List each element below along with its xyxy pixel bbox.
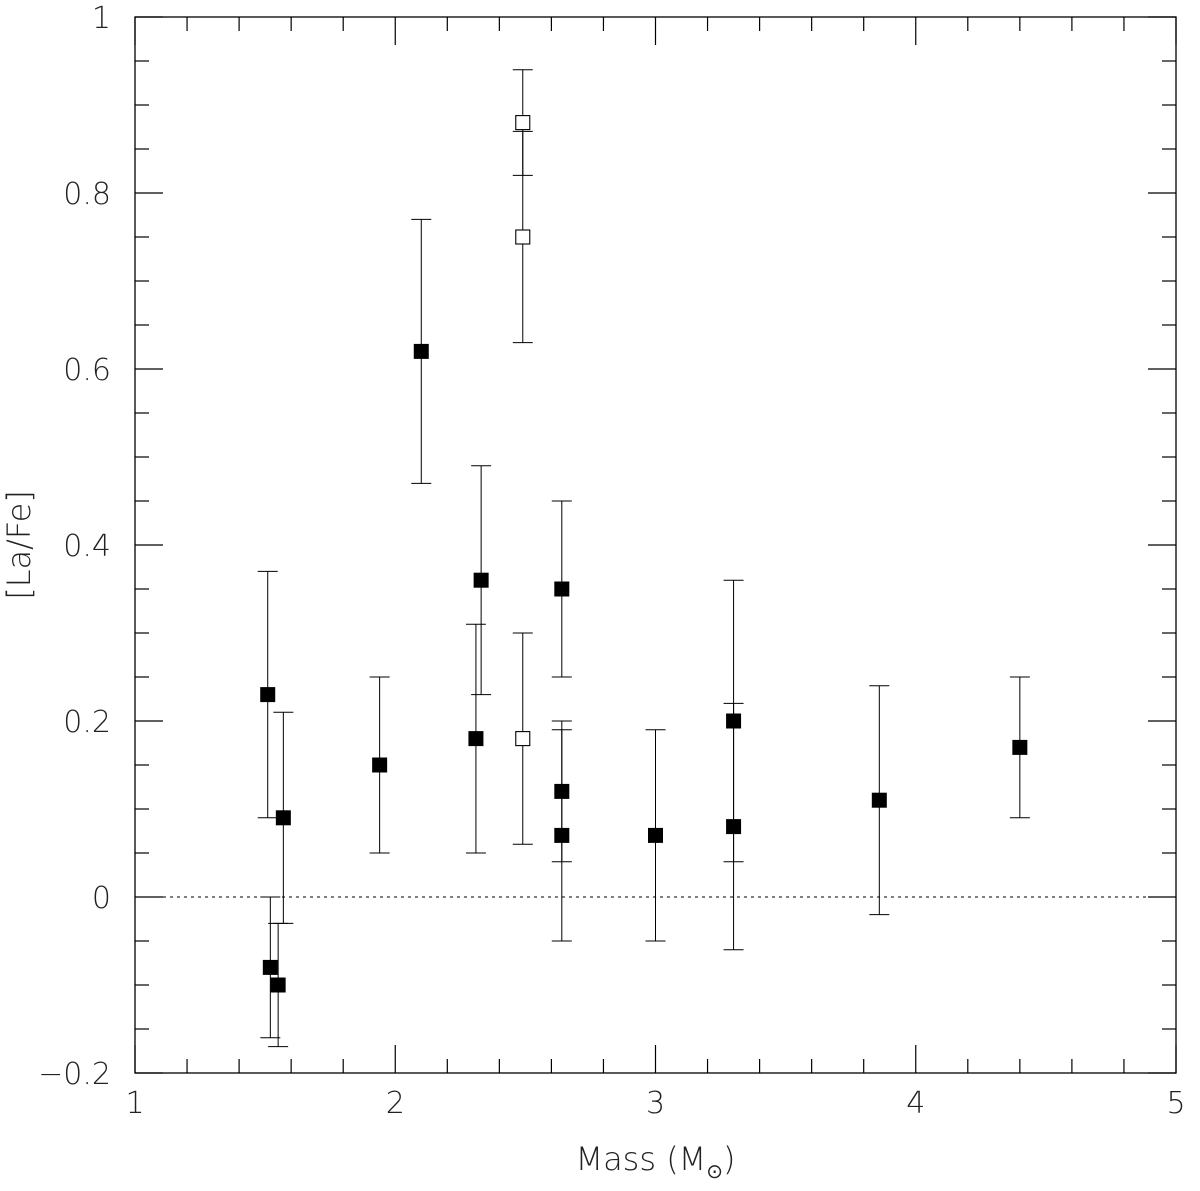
x-tick-label: 3: [646, 1086, 665, 1121]
filled-square-point: [554, 783, 570, 799]
x-axis-title-close: ): [723, 1140, 735, 1178]
filled-square-point: [554, 827, 570, 843]
x-axis-title: Mass (M⊙): [575, 1140, 735, 1183]
x-tick-label: 2: [386, 1086, 405, 1121]
y-tick-label: 0.2: [63, 705, 111, 740]
filled-square-point: [270, 977, 286, 993]
filled-square-point: [468, 731, 484, 747]
y-tick-label: −0.2: [38, 1057, 111, 1092]
error-bars: [257, 69, 1030, 1048]
y-tick-label: 0: [92, 881, 111, 916]
y-axis-title: [La/Fe]: [0, 490, 38, 600]
data-points: [260, 115, 1028, 993]
filled-square-point: [372, 757, 388, 773]
y-tick-label: 0.4: [63, 529, 111, 564]
filled-square-point: [473, 572, 489, 588]
open-square-point: [515, 731, 531, 747]
tick-labels: 1 2 3 4 5 −0.2 0 0.2 0.4 0.6 0.8 1: [38, 1, 1185, 1121]
filled-square-point: [726, 713, 742, 729]
y-tick-label: 1: [92, 1, 111, 36]
x-tick-label: 1: [125, 1086, 144, 1121]
filled-square-point: [275, 810, 291, 826]
filled-square-point: [648, 827, 663, 843]
filled-square-point: [871, 792, 887, 808]
filled-square-point: [1012, 739, 1028, 755]
filled-square-point: [413, 343, 429, 359]
y-tick-label: 0.6: [63, 353, 111, 388]
axis-ticks: [134, 16, 1177, 1074]
filled-square-point: [554, 581, 570, 597]
x-axis-title-main: Mass (M: [575, 1140, 706, 1178]
open-square-point: [515, 229, 531, 245]
filled-square-point: [262, 959, 278, 975]
filled-square-point: [260, 687, 276, 703]
x-axis-title-sub: ⊙: [706, 1159, 723, 1183]
open-square-point: [515, 115, 531, 131]
x-tick-label: 4: [906, 1086, 925, 1121]
x-tick-label: 5: [1166, 1086, 1185, 1121]
filled-square-point: [726, 819, 742, 835]
y-tick-label: 0.8: [63, 177, 111, 212]
